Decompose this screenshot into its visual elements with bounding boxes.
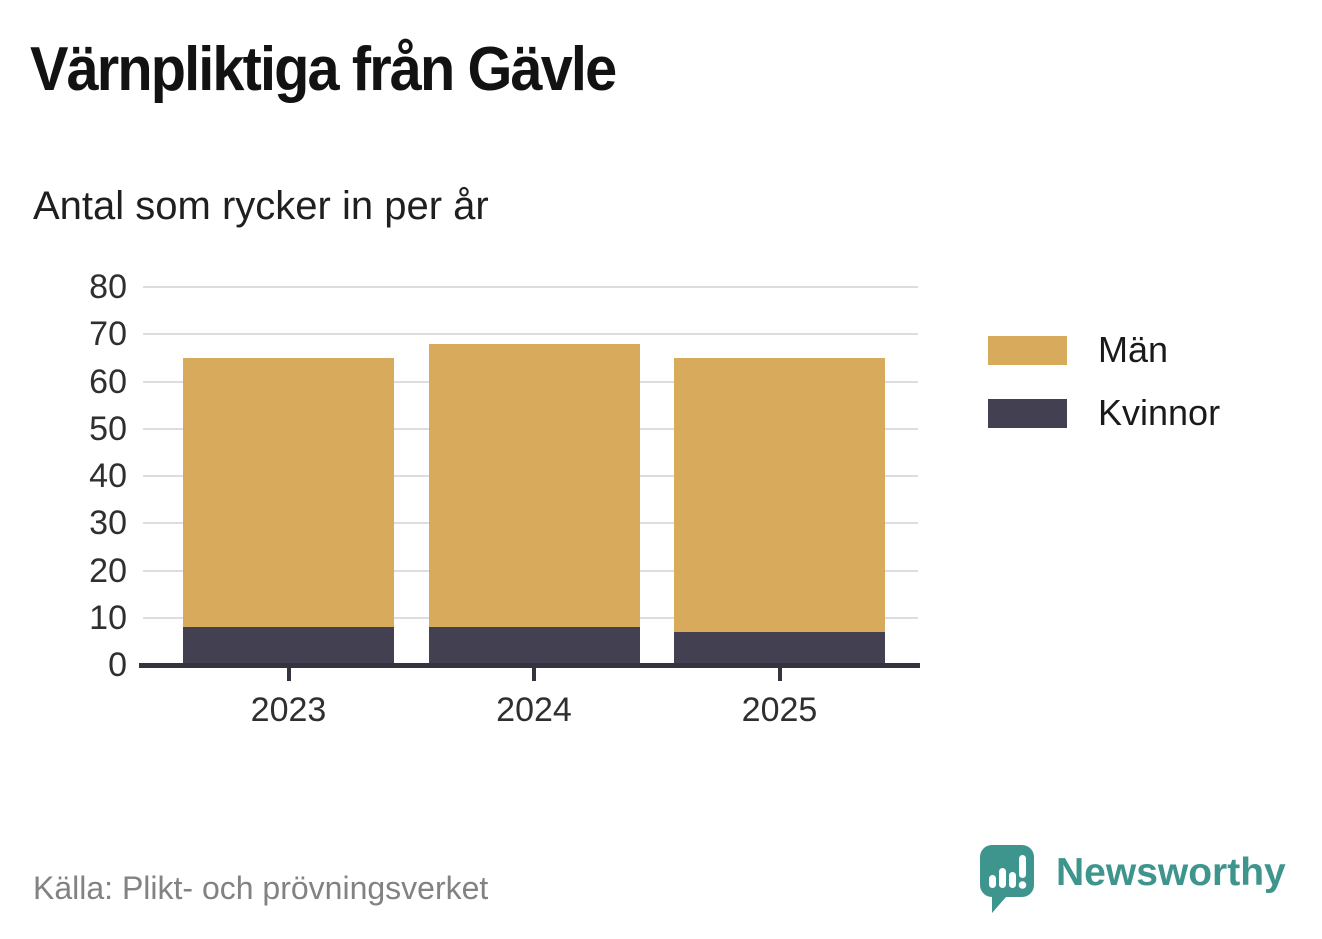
y-axis-tick-label: 70	[89, 315, 127, 354]
bar-segment-kvinnor-2023	[183, 627, 394, 665]
stacked-bar-2025	[674, 357, 885, 665]
bar-segment-kvinnor-2024	[428, 627, 640, 665]
y-axis-tick-label: 30	[89, 504, 127, 543]
x-axis-tick-2025	[777, 667, 782, 681]
y-axis-tick-label: 50	[89, 409, 127, 448]
y-axis-tick-label: 60	[89, 362, 127, 401]
brand-logo: Newsworthy	[980, 845, 1286, 915]
legend-swatch-män	[988, 335, 1067, 365]
y-axis-tick-label: 10	[89, 598, 127, 637]
bar-chart-speech-bubble-icon	[980, 845, 1034, 913]
legend-item-kvinnor: Kvinnor	[988, 392, 1220, 434]
chart-title: Värnpliktiga från Gävle	[30, 35, 617, 104]
brand-name: Newsworthy	[1056, 851, 1286, 894]
x-axis-line	[139, 663, 920, 668]
y-axis-tick-label: 20	[89, 551, 127, 590]
y-axis-tick-label: 80	[89, 268, 127, 306]
x-axis-tick-label-2023: 2023	[250, 691, 327, 729]
plot-area: 0 10 20 30 40 50 60 70 80 2023 2024 2025	[89, 270, 920, 729]
source-caption: Källa: Plikt- och prövningsverket	[33, 870, 489, 906]
x-axis-tick-2023	[286, 667, 291, 681]
x-axis-tick-label-2024: 2024	[496, 691, 572, 729]
legend-swatch-kvinnor	[988, 398, 1067, 428]
bar-segment-man-2025	[674, 357, 885, 632]
legend-label-kvinnor: Kvinnor	[1098, 392, 1221, 433]
x-axis-tick-2024	[532, 667, 536, 681]
gridline-y-70	[143, 333, 918, 336]
gridline-y-80	[143, 286, 918, 288]
y-axis-tick-label: 40	[89, 457, 127, 495]
legend: Män Kvinnor	[988, 329, 1220, 455]
chart-subtitle: Antal som rycker in per år	[33, 184, 489, 228]
bar-segment-man-2023	[183, 357, 394, 628]
y-axis-tick-label: 0	[108, 646, 127, 684]
stacked-bar-2024	[428, 343, 640, 665]
legend-label-män: Män	[1098, 329, 1169, 370]
stacked-bar-2023	[183, 357, 394, 665]
bar-segment-kvinnor-2025	[674, 631, 885, 665]
bar-segment-man-2024	[428, 343, 640, 628]
x-axis-tick-label-2025: 2025	[741, 691, 818, 729]
legend-item-män: Män	[988, 329, 1220, 371]
